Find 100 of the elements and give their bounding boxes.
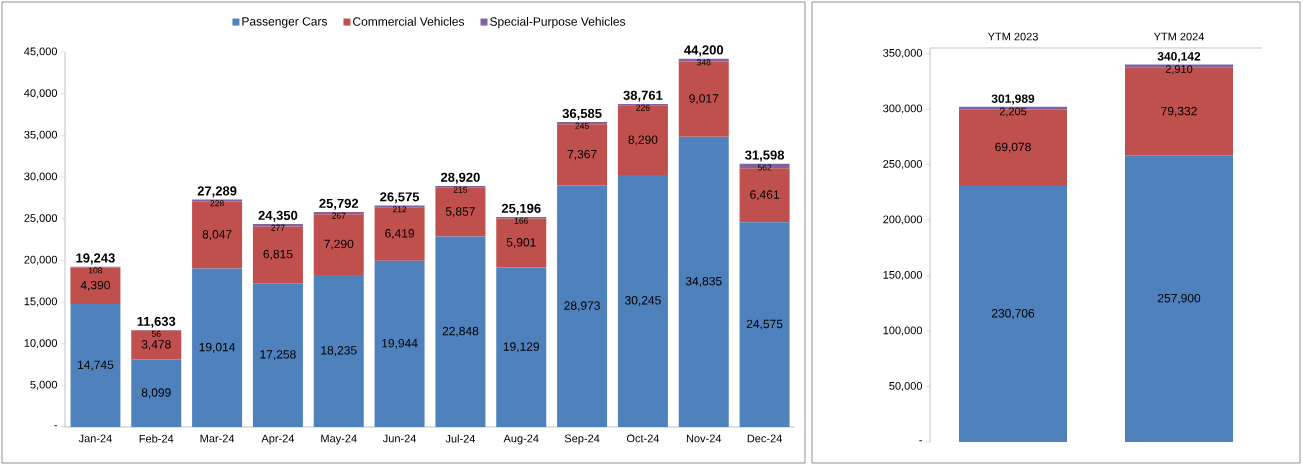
data-label: 562 xyxy=(757,164,772,171)
data-label: 212 xyxy=(392,206,407,213)
data-label: 28,973 xyxy=(564,301,600,312)
data-label: 7,367 xyxy=(567,149,597,160)
y-tick-label: 45,000 xyxy=(24,47,58,57)
data-label: 17,258 xyxy=(260,350,296,361)
bar xyxy=(374,207,425,261)
data-label: 8,290 xyxy=(628,135,658,146)
y-tick-label: 15,000 xyxy=(24,297,58,307)
x-tick-label: YTM 2024 xyxy=(1153,32,1205,41)
data-label: 19,014 xyxy=(199,342,236,353)
data-label: 3,478 xyxy=(141,340,171,350)
y-tick-label: 30,000 xyxy=(24,172,58,182)
data-label: 56 xyxy=(151,330,161,337)
bar xyxy=(131,330,182,360)
bar xyxy=(557,185,608,427)
data-label: 226 xyxy=(636,104,650,111)
data-label: 166 xyxy=(514,217,528,224)
bar xyxy=(70,304,121,427)
x-tick-label: Nov-24 xyxy=(686,434,722,443)
data-label: 245 xyxy=(575,122,589,129)
x-tick-label: Feb-24 xyxy=(139,434,174,443)
bar xyxy=(496,218,547,268)
data-label: 34,835 xyxy=(685,276,722,287)
data-label: 18,235 xyxy=(321,346,357,356)
bar xyxy=(192,268,243,427)
total-label: 36,585 xyxy=(562,108,602,120)
total-label: 19,243 xyxy=(76,253,115,265)
data-label: 257,900 xyxy=(1157,293,1201,304)
total-label: 25,196 xyxy=(501,203,541,215)
data-label: 69,078 xyxy=(995,142,1031,153)
data-label: 277 xyxy=(271,224,285,231)
total-label: 24,350 xyxy=(258,210,298,222)
data-label: 19,129 xyxy=(503,342,540,353)
bar xyxy=(557,124,608,186)
bar xyxy=(435,187,486,237)
data-label: 8,047 xyxy=(202,230,232,240)
x-tick-label: Mar-24 xyxy=(200,434,235,443)
bar xyxy=(192,201,243,269)
data-label: 22,848 xyxy=(442,326,479,337)
data-label: 24,575 xyxy=(746,319,783,330)
data-label: 5,901 xyxy=(506,238,536,248)
bar xyxy=(959,185,1068,442)
y-tick-label: 20,000 xyxy=(24,255,58,265)
data-label: 267 xyxy=(332,212,346,219)
x-tick-label: Aug-24 xyxy=(503,434,539,445)
data-label: 4,390 xyxy=(80,280,110,291)
data-label: 5,857 xyxy=(445,207,475,218)
legend-label: Commercial Vehicles xyxy=(353,16,465,26)
x-tick-label: Jul-24 xyxy=(445,434,476,443)
legend-label: Special-Purpose Vehicles xyxy=(490,16,626,29)
total-label: 28,920 xyxy=(441,172,480,184)
total-label: 44,200 xyxy=(684,45,724,57)
total-label: 301,989 xyxy=(991,94,1035,105)
data-label: 9,017 xyxy=(689,94,719,105)
x-tick-label: Jun-24 xyxy=(382,434,417,443)
bar xyxy=(313,275,364,427)
total-label: 27,289 xyxy=(197,186,237,198)
bar xyxy=(252,283,303,427)
x-tick-label: May-24 xyxy=(321,434,357,445)
total-label: 38,761 xyxy=(623,90,663,102)
data-label: 215 xyxy=(453,186,468,193)
data-label: 2,205 xyxy=(999,107,1027,117)
y-tick-label: 250,000 xyxy=(883,160,923,170)
x-tick-label: Sep-24 xyxy=(564,434,600,445)
data-label: 108 xyxy=(88,267,103,274)
data-label: 79,332 xyxy=(1161,106,1197,117)
x-tick-label: Oct-24 xyxy=(626,434,660,443)
y-tick-label: - xyxy=(919,440,922,442)
data-label: 230,706 xyxy=(991,309,1035,319)
bar xyxy=(739,222,790,427)
data-label: 348 xyxy=(697,59,711,66)
bar xyxy=(252,226,303,284)
bar xyxy=(435,236,486,427)
x-tick-label: Dec-24 xyxy=(747,434,782,443)
legend-label: Passenger Cars xyxy=(242,17,328,29)
x-tick-label: Apr-24 xyxy=(261,434,295,445)
bar xyxy=(131,359,182,427)
bar xyxy=(617,105,668,175)
total-label: 26,575 xyxy=(380,192,420,204)
y-tick-label: 10,000 xyxy=(24,339,58,349)
y-tick-label: - xyxy=(54,425,57,427)
total-label: 340,142 xyxy=(1157,52,1201,63)
bar xyxy=(1125,155,1234,442)
y-tick-label: 5,000 xyxy=(30,380,58,390)
total-label: 11,633 xyxy=(137,316,176,328)
data-label: 2,910 xyxy=(1165,65,1193,75)
y-tick-label: 40,000 xyxy=(24,89,58,99)
data-label: 6,815 xyxy=(263,249,293,260)
bar xyxy=(70,267,121,305)
bar xyxy=(678,136,729,427)
data-label: 19,944 xyxy=(382,338,418,349)
y-tick-label: 25,000 xyxy=(24,214,58,224)
total-label: 25,792 xyxy=(319,198,359,210)
bar xyxy=(678,61,729,137)
y-tick-label: 200,000 xyxy=(883,215,923,225)
y-tick-label: 150,000 xyxy=(883,270,923,281)
y-tick-label: 350,000 xyxy=(883,49,923,59)
data-label: 7,290 xyxy=(324,239,354,250)
y-tick-label: 50,000 xyxy=(889,381,923,392)
